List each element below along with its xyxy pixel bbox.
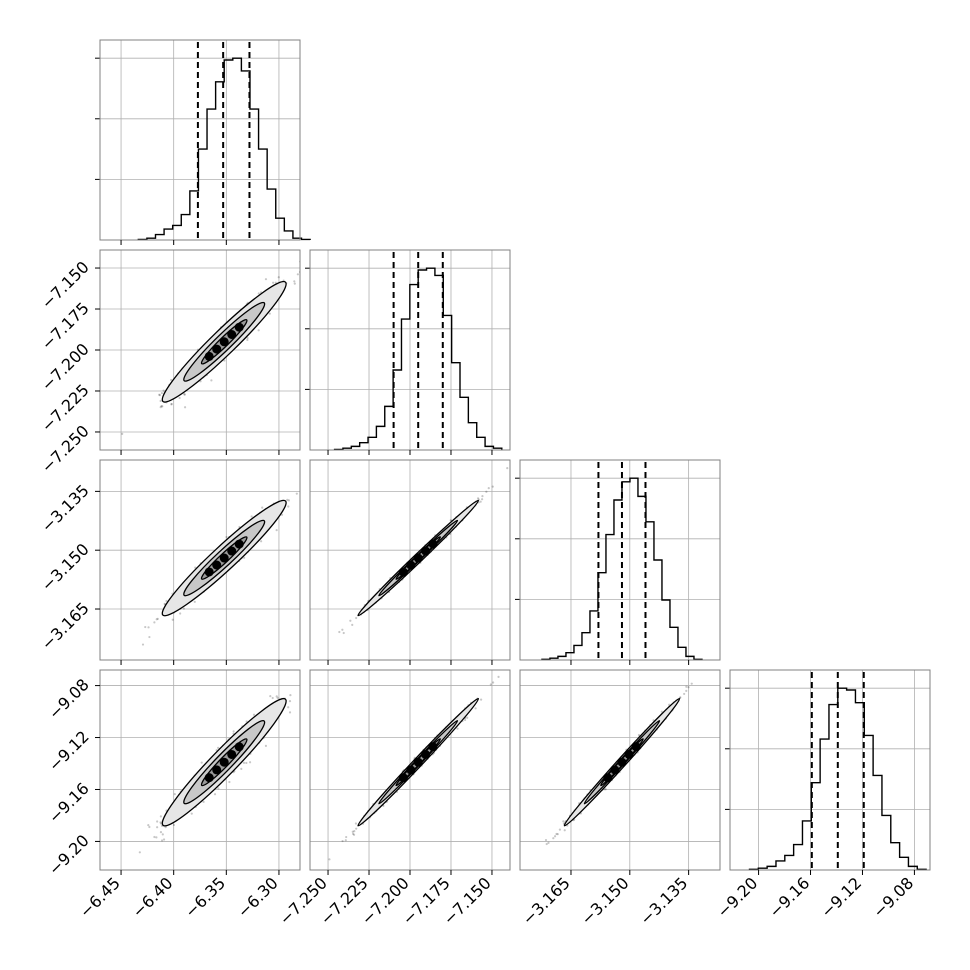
density-core: [624, 749, 634, 759]
histogram-panel-1: [305, 249, 511, 455]
density-core: [413, 553, 423, 563]
density-core: [421, 546, 431, 556]
y-tick-label: −9.16: [45, 779, 93, 827]
scatter-panel-0-3: −6.45 −6.40 −6.35 −6.30 −9.20−9.16−9.12−9.08: [45, 669, 301, 921]
density-core: [204, 773, 214, 783]
density-core: [219, 337, 229, 347]
y-tick-label: −3.135: [38, 481, 93, 536]
histogram-step-0: [137, 57, 311, 241]
histogram-step-2: [541, 477, 703, 660]
density-core: [204, 567, 214, 577]
y-tick-label: −9.12: [45, 727, 93, 775]
density-core: [398, 567, 408, 577]
density-core: [219, 553, 229, 563]
density-core: [212, 344, 222, 354]
density-core: [204, 351, 214, 361]
density-core: [406, 765, 416, 775]
density-core: [398, 773, 408, 783]
scatter-panel-0-2: −3.165−3.150−3.135: [38, 459, 301, 665]
histogram-panel-3: −9.20 −9.16 −9.12 −9.08: [713, 669, 931, 921]
x-tick-label: −6.45: [76, 873, 124, 921]
y-tick-label: −9.20: [45, 831, 93, 879]
density-core: [406, 560, 416, 570]
y-tick-label: −3.150: [38, 540, 93, 595]
x-tick-label: −9.20: [713, 873, 761, 921]
x-tick-label: −3.150: [577, 873, 632, 928]
scatter-panel-0-1: −7.250−7.225−7.200−7.175−7.150: [38, 249, 301, 477]
x-tick-label: −6.35: [181, 873, 229, 921]
x-tick-label: −9.12: [817, 873, 865, 921]
x-tick-label: −3.135: [636, 873, 691, 928]
scatter-panel-2-3: −3.165 −3.150 −3.135: [518, 669, 721, 929]
panel-frame: [519, 459, 721, 661]
density-core: [617, 757, 627, 767]
density-core: [234, 539, 244, 549]
histogram-panel-2: [515, 459, 721, 665]
density-core: [227, 546, 237, 556]
density-core: [421, 749, 431, 759]
x-tick-label: −6.30: [234, 873, 282, 921]
density-core: [428, 742, 438, 752]
x-tick-label: −6.40: [128, 873, 176, 921]
panel-frame: [99, 459, 301, 661]
density-core: [227, 330, 237, 340]
density-core: [227, 749, 237, 759]
panel-frame: [729, 669, 931, 871]
histogram-panel-0: [95, 39, 311, 245]
density-core: [428, 539, 438, 549]
density-core: [631, 742, 641, 752]
y-tick-label: −3.165: [38, 598, 93, 653]
density-core: [610, 765, 620, 775]
density-core: [234, 322, 244, 332]
panel-frame: [99, 39, 301, 241]
x-tick-label: −9.08: [869, 873, 917, 921]
scatter-panel-1-3: −7.250−7.225−7.200−7.175−7.150: [276, 669, 511, 929]
density-core: [603, 773, 613, 783]
density-core: [413, 757, 423, 767]
scatter-panel-1-2: [309, 459, 511, 665]
density-core: [234, 742, 244, 752]
panel-frame: [519, 669, 721, 871]
x-tick-label: −3.165: [518, 873, 573, 928]
x-tick-label: −9.16: [765, 873, 813, 921]
y-tick-label: −9.08: [45, 675, 93, 723]
density-core: [212, 560, 222, 570]
panel-frame: [99, 669, 301, 871]
density-core: [219, 757, 229, 767]
density-core: [212, 765, 222, 775]
